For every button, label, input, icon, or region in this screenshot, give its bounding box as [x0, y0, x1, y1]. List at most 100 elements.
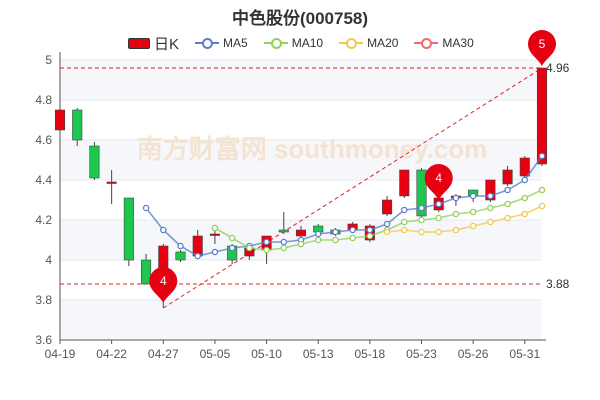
- marker-label: 4: [435, 171, 442, 185]
- ma-point-ma10: [504, 200, 511, 208]
- ma-point-ma10: [314, 236, 322, 244]
- ma-point-ma5: [160, 226, 167, 234]
- ma-point-ma5: [349, 226, 356, 234]
- ma-point-ma5: [280, 238, 288, 246]
- x-tick-label: 04-27: [148, 347, 179, 361]
- candle-body: [416, 169, 427, 217]
- candle-body: [536, 67, 548, 165]
- ma-point-ma5: [487, 192, 494, 200]
- marker-pin: [528, 30, 556, 66]
- ma-point-ma10: [332, 236, 339, 244]
- candle: [175, 250, 186, 262]
- candle: [399, 169, 410, 198]
- ma-point-ma5: [538, 152, 546, 160]
- candle: [502, 166, 513, 186]
- x-tick-label: 05-13: [303, 347, 334, 361]
- marker-label: 5: [539, 37, 546, 51]
- max-value-label: 4.96: [546, 61, 570, 75]
- ma-point-ma5: [383, 220, 391, 228]
- candle: [106, 170, 117, 204]
- marker-label: 4: [160, 274, 167, 288]
- ma-point-ma5: [314, 230, 322, 238]
- y-tick-label: 4.2: [35, 213, 52, 227]
- ma-point-ma20: [504, 214, 511, 222]
- y-tick-label: 4.8: [35, 93, 52, 107]
- min-value-label: 3.88: [546, 277, 570, 291]
- ma-point-ma5: [504, 186, 511, 194]
- ma-point-ma20: [538, 202, 546, 210]
- ma-point-ma20: [452, 226, 460, 234]
- candle-body: [123, 197, 134, 261]
- line-marker-icon: [339, 37, 364, 49]
- ma-point-ma10: [211, 224, 219, 232]
- ma-point-ma10: [349, 234, 356, 242]
- ma-point-ma20: [401, 226, 408, 234]
- chart-legend: 日K MA5 MA10 MA20 MA30: [128, 33, 474, 54]
- ma-point-ma5: [211, 248, 219, 256]
- ma-point-ma5: [435, 200, 442, 208]
- legend-item-ma5[interactable]: MA5: [195, 36, 248, 50]
- candle-body: [295, 229, 307, 237]
- ma-point-ma10: [418, 216, 425, 224]
- legend-item-daily-k[interactable]: 日K: [128, 33, 179, 54]
- ma-point-ma10: [263, 246, 270, 254]
- ma-point-ma10: [280, 244, 288, 252]
- candle-body: [89, 145, 100, 179]
- ma-point-ma20: [469, 222, 477, 230]
- ma-point-ma5: [177, 242, 184, 250]
- candle: [536, 67, 548, 166]
- x-tick-label: 05-31: [509, 347, 540, 361]
- trend-line: [163, 67, 543, 309]
- candle-body: [209, 233, 220, 236]
- candle-body: [399, 169, 410, 197]
- ma-point-ma10: [366, 232, 374, 240]
- ma-point-ma20: [521, 210, 529, 218]
- ma-point-ma10: [401, 218, 408, 226]
- ma-point-ma10: [246, 244, 253, 252]
- ma-point-ma10: [521, 194, 529, 202]
- marker-pin: [149, 267, 178, 303]
- ma-point-ma5: [332, 228, 339, 236]
- chart-title: 中色股份(000758): [231, 9, 369, 28]
- watermark-text: 南方财富网 southmoney.com: [137, 134, 488, 164]
- line-marker-icon: [195, 37, 220, 49]
- legend-label: MA5: [223, 36, 248, 50]
- ma-point-ma20: [435, 228, 442, 236]
- legend-item-ma10[interactable]: MA10: [263, 36, 323, 50]
- legend-label: 日K: [154, 35, 180, 53]
- ma-point-ma5: [194, 252, 201, 260]
- ma-point-ma5: [263, 238, 270, 246]
- candle: [141, 254, 152, 285]
- marker-pin: [424, 164, 453, 200]
- legend-label: MA30: [442, 36, 474, 50]
- y-tick-label: 4.6: [35, 133, 52, 147]
- candle-body: [519, 157, 530, 177]
- candle-body: [278, 229, 289, 233]
- candle: [382, 196, 393, 216]
- ma-point-ma10: [538, 186, 546, 194]
- candle: [54, 106, 66, 132]
- legend-item-ma30[interactable]: MA30: [414, 36, 474, 50]
- candle-body: [72, 109, 83, 141]
- grid-band: [60, 140, 542, 180]
- ma-point-ma5: [469, 192, 477, 200]
- candle-body: [54, 109, 66, 131]
- extreme-marker: 4: [424, 164, 453, 200]
- extreme-marker: 5: [528, 30, 556, 66]
- candle-body: [141, 259, 152, 285]
- ma-point-ma5: [401, 206, 408, 214]
- line-marker-icon: [263, 37, 288, 49]
- y-tick-label: 5: [45, 53, 52, 67]
- legend-item-ma20[interactable]: MA20: [339, 36, 398, 50]
- x-tick-label: 05-18: [355, 347, 386, 361]
- ma-point-ma5: [142, 204, 150, 212]
- ma-point-ma5: [521, 176, 529, 184]
- y-tick-label: 4.4: [35, 173, 52, 187]
- candle-body: [485, 179, 496, 201]
- extreme-marker: 4: [149, 267, 178, 303]
- x-tick-label: 05-23: [406, 347, 437, 361]
- x-tick-label: 05-05: [200, 347, 231, 361]
- candle-body: [175, 251, 186, 261]
- candle: [278, 212, 289, 234]
